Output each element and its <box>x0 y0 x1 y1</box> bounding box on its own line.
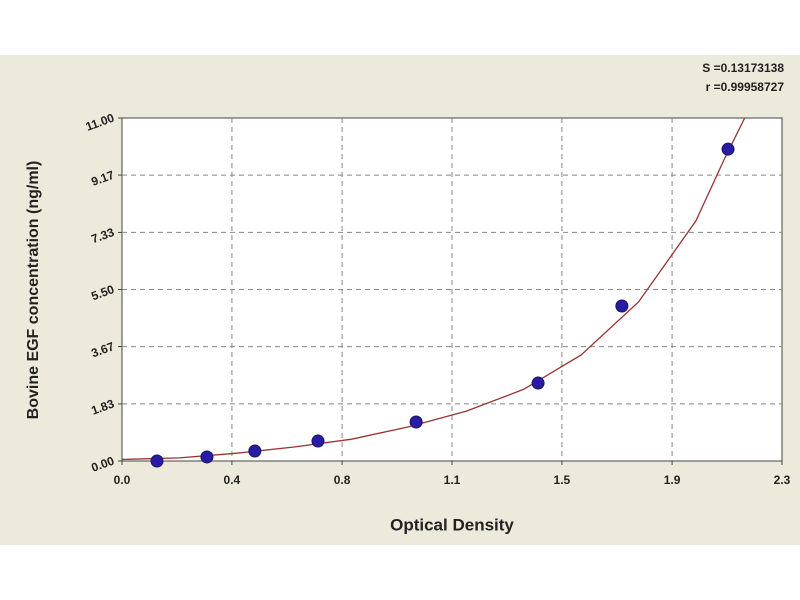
annotation: S =0.13173138 <box>702 61 784 75</box>
x-axis-title: Optical Density <box>390 515 514 534</box>
data-point <box>721 142 735 156</box>
x-tick-label: 1.5 <box>554 473 571 487</box>
y-axis-title: Bovine EGF concentration (ng/ml) <box>25 161 42 420</box>
data-point <box>311 434 325 448</box>
x-tick-label: 1.9 <box>664 473 681 487</box>
x-tick-label: 0.0 <box>114 473 131 487</box>
x-tick-label: 2.3 <box>774 473 791 487</box>
data-point <box>200 450 214 464</box>
data-point <box>409 415 423 429</box>
annotation: r =0.99958727 <box>706 80 785 94</box>
x-tick-label: 1.1 <box>444 473 461 487</box>
data-point <box>531 376 545 390</box>
data-point <box>615 299 629 313</box>
x-tick-label: 0.8 <box>334 473 351 487</box>
data-point <box>248 444 262 458</box>
fit-curve <box>121 117 746 461</box>
x-tick-label: 0.4 <box>224 473 241 487</box>
data-point <box>150 454 164 468</box>
